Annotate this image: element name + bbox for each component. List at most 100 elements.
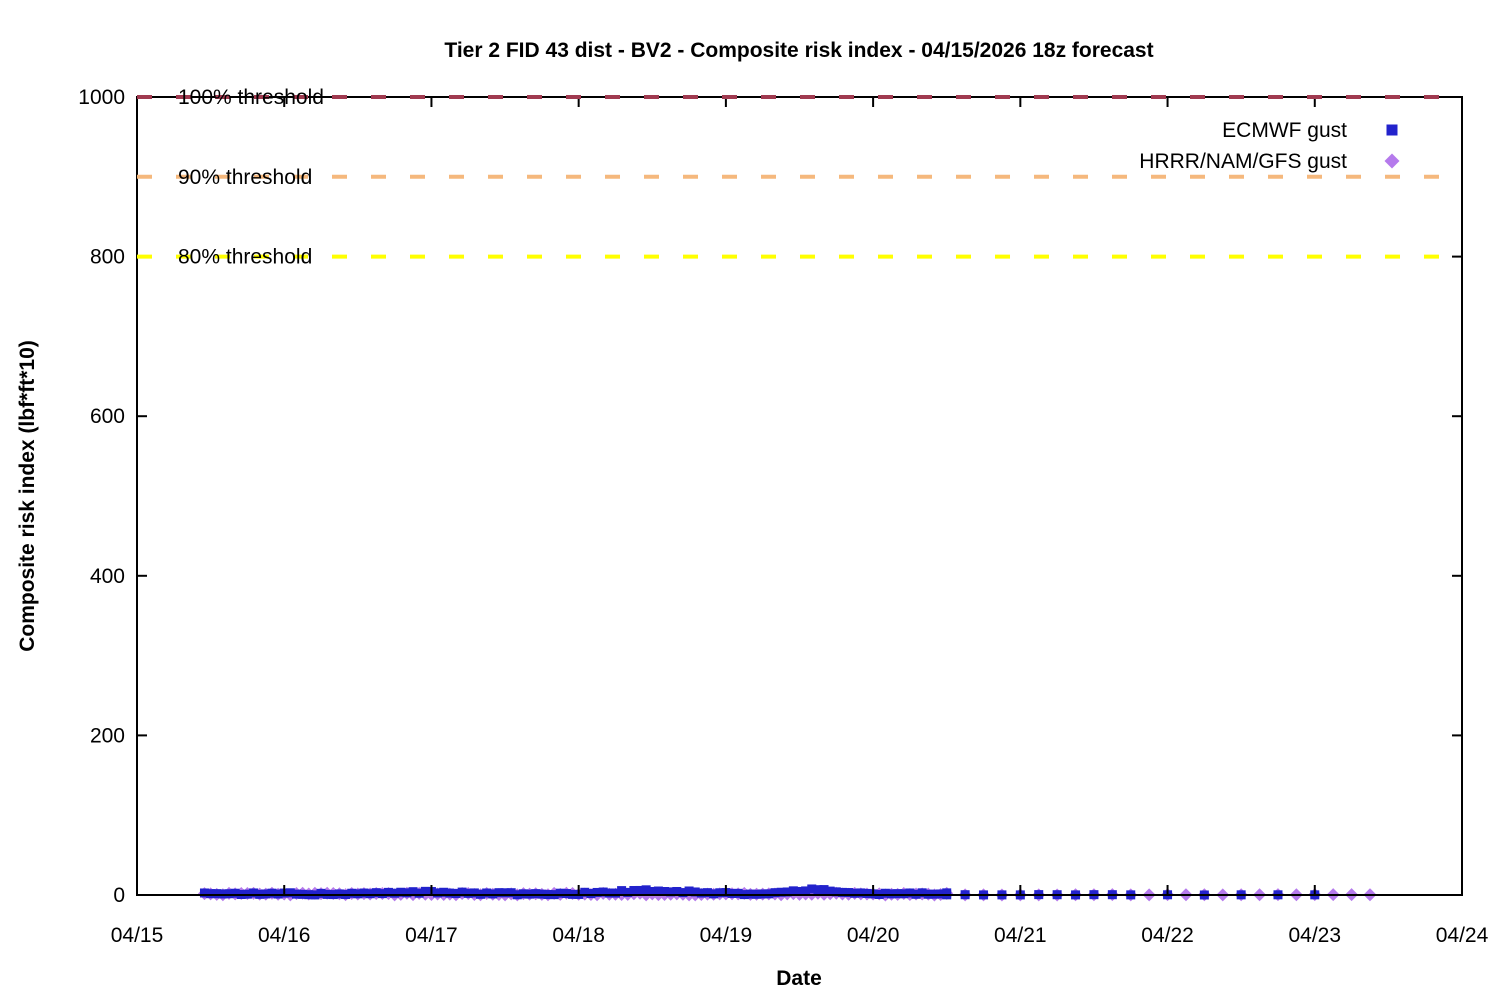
data-point-ecmwf [420,886,430,896]
legend-label: ECMWF gust [1222,119,1347,142]
data-point-ecmwf [206,889,216,899]
data-point-ecmwf [365,889,375,899]
data-point-ecmwf [433,888,443,898]
data-point-ecmwf [285,888,295,898]
x-tick-label: 04/21 [994,924,1047,947]
data-point-ecmwf [408,887,418,897]
chart-title: Tier 2 FID 43 dist - BV2 - Composite ris… [444,39,1153,62]
y-tick-label: 0 [113,884,125,907]
data-point-ecmwf [819,885,829,895]
threshold-label: 100% threshold [178,86,324,109]
y-tick-label: 400 [90,565,125,588]
data-point-ecmwf [371,888,381,898]
y-tick-label: 200 [90,724,125,747]
threshold-label: 90% threshold [178,166,312,189]
data-point-ecmwf [801,886,811,896]
legend-marker-square [1386,124,1398,136]
y-tick-label: 1000 [78,86,125,109]
data-point-ecmwf [764,889,774,899]
data-point-ecmwf [377,889,387,899]
data-point-ecmwf [844,888,854,898]
data-point-ecmwf [482,888,492,898]
data-point-ecmwf [629,886,639,896]
data-point-ecmwf [672,886,682,896]
data-point-ecmwf [316,888,326,898]
data-point-ecmwf [494,888,504,898]
data-point-ecmwf [702,888,712,898]
data-point-ecmwf [518,889,528,899]
data-point-ecmwf [813,885,823,895]
x-tick-label: 04/15 [111,924,164,947]
data-point-ecmwf [390,888,400,898]
data-point-ecmwf [684,886,694,896]
data-point-ecmwf [617,886,627,896]
data-point-ecmwf [230,888,240,898]
data-point-ecmwf [445,888,455,898]
data-point-ecmwf [837,887,847,897]
data-point-ecmwf [807,884,817,894]
data-point-ecmwf [856,888,866,898]
data-point-ecmwf [218,889,228,899]
data-point-ecmwf [451,889,461,899]
data-point-ecmwf [635,885,645,895]
y-tick-label: 800 [90,246,125,269]
x-tick-label: 04/20 [847,924,900,947]
data-point-ecmwf [488,889,498,899]
data-point-ecmwf [770,888,780,898]
data-point-ecmwf [598,887,608,897]
data-point-ecmwf [794,886,804,896]
legend-marker-diamond [1384,153,1400,169]
data-point-ecmwf [660,887,670,897]
data-point-ecmwf [261,889,271,899]
y-tick-label: 600 [90,405,125,428]
data-point-ecmwf [212,889,222,899]
legend-label: HRRR/NAM/GFS gust [1139,150,1347,173]
data-point-ecmwf [199,888,209,898]
data-point-ecmwf [347,888,357,898]
data-point-ecmwf [727,888,737,898]
data-point-ecmwf [592,887,602,897]
data-point-ecmwf [696,888,706,898]
data-point-ecmwf [249,888,259,898]
data-point-ecmwf [758,889,768,899]
data-point-ecmwf [782,887,792,897]
data-point-ecmwf [359,888,369,898]
data-point-ecmwf [580,887,590,897]
data-point-ecmwf [561,889,571,899]
data-point-ecmwf [334,889,344,899]
data-point-ecmwf [917,888,927,898]
plot-area: 04/15 04/16 04/17 04/18 04/19 04/20 04/21 04/22… [78,86,1488,947]
x-tick-label: 04/23 [1288,924,1341,947]
data-point-ecmwf [715,888,725,898]
data-point-ecmwf [709,889,719,899]
data-point-ecmwf [439,887,449,897]
x-axis-title: Date [776,967,822,990]
x-tick-label: 04/19 [700,924,753,947]
y-axis-title: Composite risk index (lbf*ft*10) [16,340,39,652]
data-point-ecmwf [733,888,743,898]
data-point-ecmwf [653,886,663,896]
data-point-ecmwf [555,888,565,898]
data-point-ecmwf [383,887,393,897]
data-point-ecmwf [531,889,541,899]
x-tick-label: 04/18 [552,924,605,947]
data-point-ecmwf [586,889,596,899]
data-point-ecmwf [666,887,676,897]
data-point-ecmwf [353,889,363,899]
data-point-ecmwf [414,888,424,898]
data-point-ecmwf [678,888,688,898]
data-point-ecmwf [610,888,620,898]
data-point-ecmwf [623,887,633,897]
x-tick-label: 04/17 [405,924,458,947]
data-point-ecmwf [831,887,841,897]
x-tick-label: 04/24 [1436,924,1489,947]
data-point-ecmwf [825,886,835,896]
data-point-ecmwf [604,888,614,898]
threshold-label: 80% threshold [178,246,312,269]
data-point-ecmwf [936,889,946,899]
data-point-ecmwf [457,887,467,897]
data-point-ecmwf [402,888,412,898]
data-point-ecmwf [641,885,651,895]
plot-border [136,96,1463,896]
